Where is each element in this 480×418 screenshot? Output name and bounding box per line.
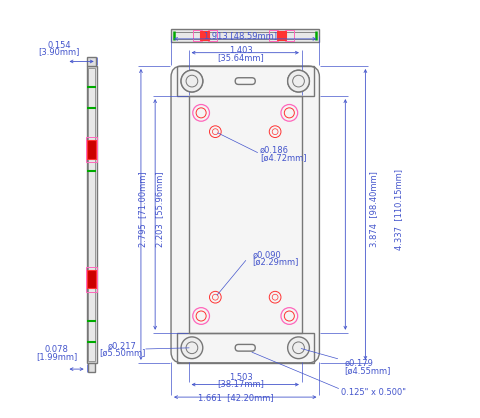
Bar <box>200 31 209 40</box>
Bar <box>269 30 278 41</box>
Text: ø0.186: ø0.186 <box>260 146 289 155</box>
Text: ø0.090: ø0.090 <box>252 250 281 260</box>
Circle shape <box>181 70 203 92</box>
Bar <box>192 30 202 41</box>
Text: 0.078: 0.078 <box>45 345 69 354</box>
Text: 4.337  [110.15mm]: 4.337 [110.15mm] <box>395 168 403 250</box>
Bar <box>86 137 97 162</box>
Text: [ø5.50mm]: [ø5.50mm] <box>99 348 145 357</box>
Text: 3.874  [98.40mm]: 3.874 [98.40mm] <box>369 171 378 247</box>
Bar <box>87 140 96 159</box>
Circle shape <box>181 337 203 359</box>
Circle shape <box>288 70 310 92</box>
Text: [3.90mm]: [3.90mm] <box>39 47 80 56</box>
Bar <box>177 66 313 96</box>
Text: [38.17mm]: [38.17mm] <box>217 379 264 388</box>
Text: 1.503: 1.503 <box>229 372 252 382</box>
Text: [ø4.55mm]: [ø4.55mm] <box>345 366 391 375</box>
Text: ø0.179: ø0.179 <box>345 359 373 368</box>
Circle shape <box>288 70 310 92</box>
FancyBboxPatch shape <box>171 66 319 363</box>
Text: 2.795  [71.00mm]: 2.795 [71.00mm] <box>139 171 147 247</box>
Text: 1.403: 1.403 <box>229 46 252 56</box>
Circle shape <box>288 337 310 359</box>
Text: 1.913 [48.59mm]: 1.913 [48.59mm] <box>204 31 277 40</box>
Bar <box>88 363 95 372</box>
Text: ø0.217: ø0.217 <box>108 342 137 351</box>
Bar <box>87 57 96 66</box>
Bar <box>177 333 313 363</box>
Text: [35.64mm]: [35.64mm] <box>217 53 264 62</box>
Text: [ø2.29mm]: [ø2.29mm] <box>252 257 299 266</box>
Text: 2.203  [55.96mm]: 2.203 [55.96mm] <box>155 171 164 247</box>
Text: 1.661  [42.20mm]: 1.661 [42.20mm] <box>198 393 274 403</box>
Bar <box>208 30 217 41</box>
Bar <box>88 68 95 361</box>
Text: [ø4.72mm]: [ø4.72mm] <box>260 153 307 162</box>
Bar <box>171 29 319 42</box>
Text: 0.125" x 0.500": 0.125" x 0.500" <box>341 388 406 398</box>
Bar <box>86 66 96 363</box>
Bar <box>174 32 316 39</box>
Text: 0.154: 0.154 <box>48 41 71 50</box>
Bar <box>276 31 286 40</box>
Bar <box>86 267 97 292</box>
Text: [1.99mm]: [1.99mm] <box>36 352 78 361</box>
Circle shape <box>181 70 203 92</box>
Bar <box>189 96 302 333</box>
Bar <box>285 30 294 41</box>
Bar <box>87 270 96 288</box>
